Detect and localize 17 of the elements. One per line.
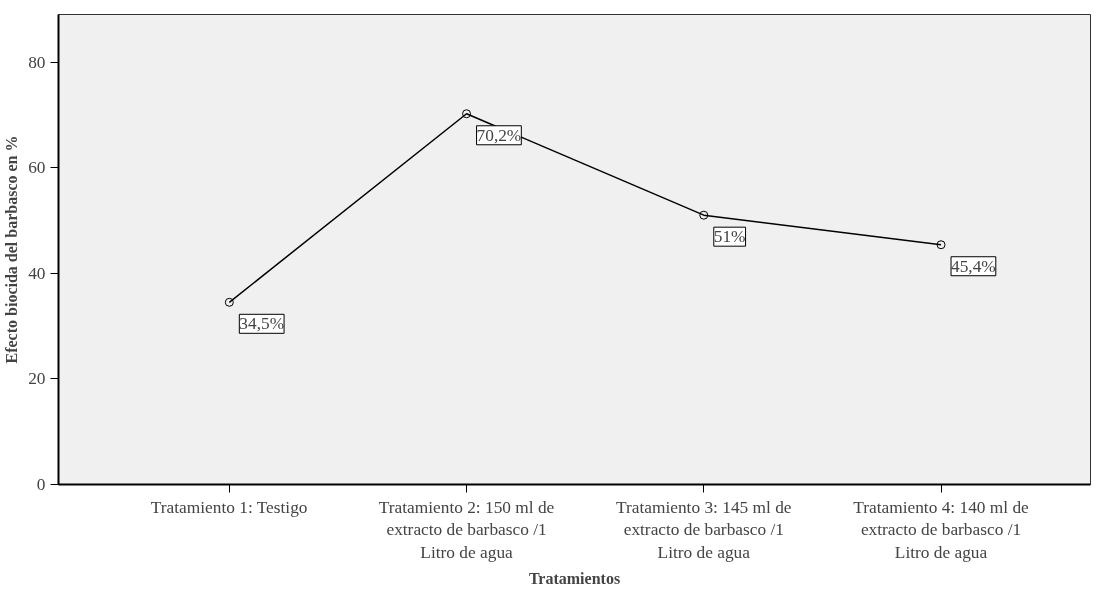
y-axis-title: Efecto biocida del barbasco en %	[3, 135, 21, 364]
y-tick-label: 60	[28, 158, 46, 178]
data-label: 70,2%	[476, 125, 522, 145]
point	[699, 210, 709, 220]
x-tick-label: Tratamiento 3: 145 ml de extracto de barbasco /1 Litro de agua	[616, 497, 792, 563]
y-tick-label: 0	[36, 475, 46, 494]
point	[936, 240, 946, 250]
x-tick-label: Tratamiento 4: 140 ml de extracto de barbasco /1 Litro de agua	[853, 497, 1030, 563]
point	[462, 109, 472, 119]
y-tick-label: 40	[28, 263, 46, 283]
x-tick-label: Tratamiento 1: Testigo	[150, 497, 308, 517]
point	[224, 297, 234, 307]
data-label: 51%	[713, 227, 746, 247]
x-tick-label: Tratamiento 2: 150 ml de extracto de barbasco /1 Litro de agua	[378, 497, 555, 563]
x-axis-title: Tratamientos	[528, 570, 621, 588]
y-tick-label: 80	[28, 52, 46, 72]
y-tick-label: 20	[28, 369, 46, 389]
